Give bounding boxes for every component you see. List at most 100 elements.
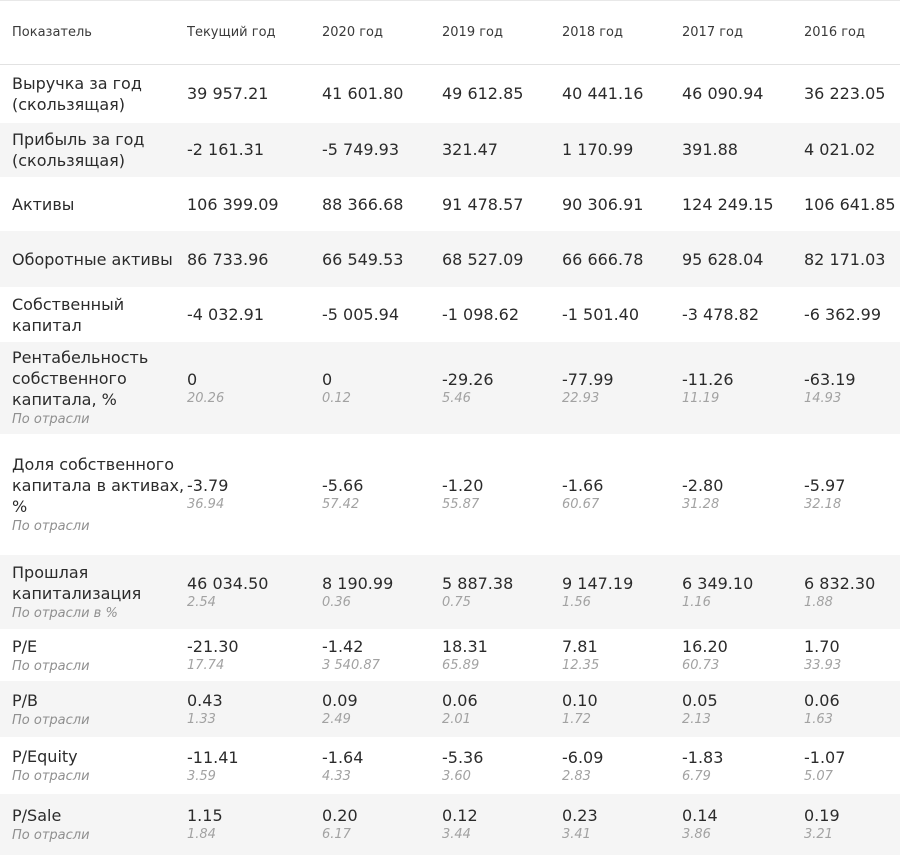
cell-value: 7.81 [562, 637, 598, 657]
cell-value: 0.12 [442, 806, 478, 826]
cell-value: 0.06 [442, 691, 478, 711]
industry-value: 1.88 [804, 594, 833, 610]
industry-value: 4.33 [322, 768, 351, 784]
value-cell: 86 733.96 [187, 231, 322, 287]
industry-value: 6.17 [322, 827, 351, 843]
table-row: P/E По отрасли -21.30 17.74 -1.42 3 540.87 18.… [0, 628, 900, 682]
cell-value: 0.06 [804, 691, 840, 711]
cell-value: 8 190.99 [322, 573, 394, 593]
cell-value: 66 666.78 [562, 249, 644, 269]
industry-value: 65.89 [442, 658, 480, 674]
cell-value: -1 098.62 [442, 305, 520, 325]
value-cell: 46 090.94 [682, 65, 804, 123]
cell-value: 88 366.68 [322, 194, 404, 214]
cell-value: 6 832.30 [804, 573, 876, 593]
value-cell: -21.30 17.74 [187, 629, 322, 681]
industry-value: 14.93 [804, 390, 842, 406]
cell-value: 46 090.94 [682, 84, 764, 104]
cell-value: 95 628.04 [682, 249, 764, 269]
industry-value: 3.21 [804, 827, 833, 843]
value-cell: 0.05 2.13 [682, 681, 804, 737]
value-cell: 82 171.03 [804, 231, 900, 287]
row-label-cell: Прибыль за год (скользящая) [0, 123, 187, 177]
industry-value: 5.07 [804, 768, 833, 784]
cell-value: -5 005.94 [322, 305, 400, 325]
industry-value: 60.73 [682, 658, 720, 674]
row-label: P/E [12, 636, 38, 656]
row-label: Оборотные активы [12, 249, 173, 269]
value-cell: 88 366.68 [322, 177, 442, 231]
cell-value: 106 641.85 [804, 194, 896, 214]
cell-value: 0.14 [682, 806, 718, 826]
cell-value: -11.26 [682, 369, 734, 389]
industry-value: 1.56 [562, 594, 591, 610]
value-cell: 391.88 [682, 123, 804, 177]
cell-value: -3 478.82 [682, 305, 760, 325]
industry-value: 3 540.87 [322, 658, 380, 674]
cell-value: 40 441.16 [562, 84, 644, 104]
industry-value: 17.74 [187, 658, 225, 674]
value-cell: 6 349.10 1.16 [682, 555, 804, 629]
row-label-cell: Выручка за год (скользящая) [0, 65, 187, 123]
row-label-cell: Собственный капитал [0, 287, 187, 341]
value-cell: -6.09 2.83 [562, 737, 682, 793]
table-body: Выручка за год (скользящая) 39 957.21 41 6… [0, 64, 900, 855]
cell-value: 18.31 [442, 637, 488, 657]
value-cell: 68 527.09 [442, 231, 562, 287]
row-label: Рентабельность собственного капитала, % [12, 348, 149, 410]
header-row: Показатель Текущий год 2020 год 2019 год 201… [0, 0, 900, 65]
column-header: Текущий год [187, 0, 322, 65]
value-cell: 106 399.09 [187, 177, 322, 231]
table-row: Доля собственного капитала в активах, % П… [0, 434, 900, 555]
cell-value: 68 527.09 [442, 249, 524, 269]
value-cell: 36 223.05 [804, 65, 900, 123]
industry-value: 11.19 [682, 390, 720, 406]
industry-value: 3.59 [187, 768, 216, 784]
value-cell: 46 034.50 2.54 [187, 555, 322, 629]
cell-value: -29.26 [442, 369, 494, 389]
value-cell: 39 957.21 [187, 65, 322, 123]
cell-value: -1 501.40 [562, 305, 640, 325]
industry-value: 55.87 [442, 497, 480, 513]
value-cell: 8 190.99 0.36 [322, 555, 442, 629]
cell-value: 0.05 [682, 691, 718, 711]
industry-value: 32.18 [804, 497, 842, 513]
industry-value: 5.46 [442, 390, 471, 406]
industry-value: 22.93 [562, 390, 600, 406]
cell-value: -4 032.91 [187, 305, 265, 325]
value-cell: 0.14 3.86 [682, 794, 804, 855]
cell-value: 4 021.02 [804, 140, 876, 160]
industry-value: 1.84 [187, 827, 216, 843]
cell-value: 41 601.80 [322, 84, 404, 104]
cell-value: 36 223.05 [804, 84, 886, 104]
cell-value: 0.23 [562, 806, 598, 826]
row-label: Прошлая капитализация [12, 562, 142, 603]
table-row: P/Sale По отрасли 1.15 1.84 0.20 6.17 0.12 3.44… [0, 793, 900, 855]
value-cell: 0.10 1.72 [562, 681, 682, 737]
row-label: Доля собственного капитала в активах, % [12, 454, 185, 516]
value-cell: 106 641.85 [804, 177, 900, 231]
industry-value: 1.63 [804, 712, 833, 728]
value-cell: 41 601.80 [322, 65, 442, 123]
value-cell: -2 161.31 [187, 123, 322, 177]
value-cell: -5.66 57.42 [322, 434, 442, 555]
table-row: P/B По отрасли 0.43 1.33 0.09 2.49 0.06 2.01 0.1… [0, 681, 900, 738]
row-label-cell: Доля собственного капитала в активах, % П… [0, 434, 187, 555]
value-cell: 124 249.15 [682, 177, 804, 231]
cell-value: -1.42 [322, 637, 364, 657]
row-label-cell: Прошлая капитализация По отрасли в % [0, 555, 187, 629]
row-label: P/B [12, 690, 39, 710]
value-cell: 49 612.85 [442, 65, 562, 123]
table-row: Выручка за год (скользящая) 39 957.21 41 6… [0, 64, 900, 123]
industry-value: 12.35 [562, 658, 600, 674]
cell-value: -77.99 [562, 369, 614, 389]
cell-value: 66 549.53 [322, 249, 404, 269]
column-header: 2016 год [804, 0, 900, 65]
industry-value: 3.86 [682, 827, 711, 843]
cell-value: -6 362.99 [804, 305, 882, 325]
industry-value: 3.60 [442, 768, 471, 784]
industry-value: 1.72 [562, 712, 591, 728]
value-cell: -1.20 55.87 [442, 434, 562, 555]
cell-value: -63.19 [804, 369, 856, 389]
